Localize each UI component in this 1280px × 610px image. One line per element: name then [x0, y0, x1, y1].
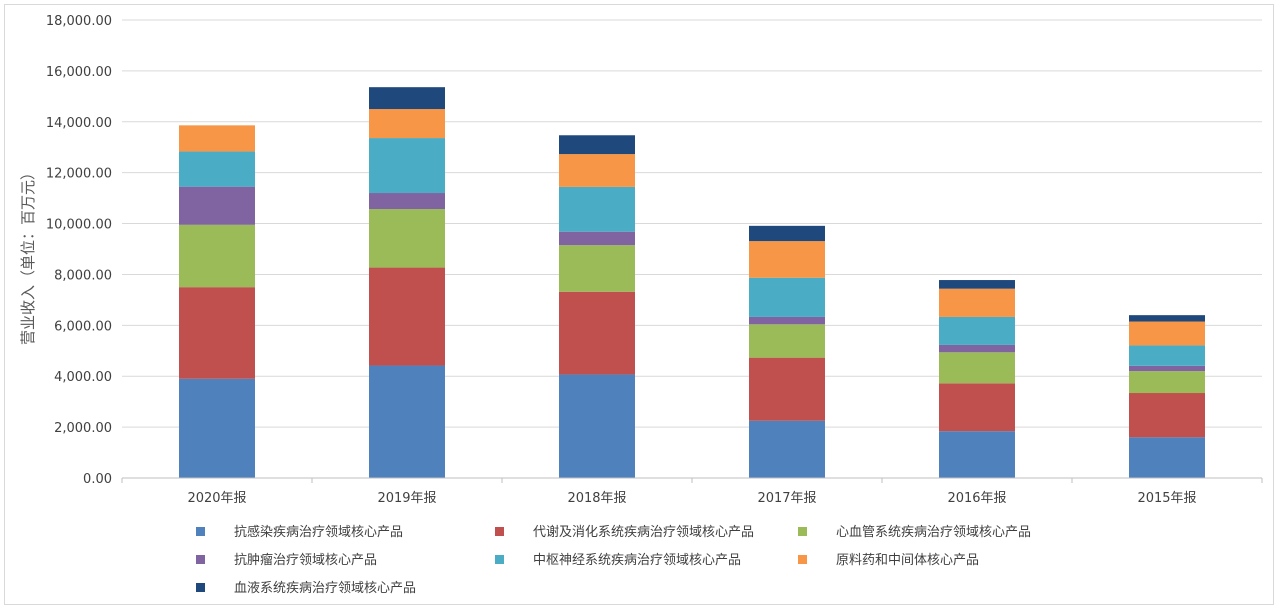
x-tick-label: 2016年报	[947, 491, 1006, 506]
bars	[179, 87, 1205, 478]
bar-segment	[939, 280, 1015, 289]
y-tick-label: 16,000.00	[46, 65, 112, 80]
legend-swatch	[495, 527, 504, 536]
bar-segment	[749, 316, 825, 325]
bar-segment	[559, 186, 635, 232]
legend-label: 代谢及消化系统疾病治疗领域核心产品	[533, 524, 754, 540]
legend-label: 心血管系统疾病治疗领域核心产品	[836, 525, 1031, 540]
bar-segment	[179, 378, 255, 478]
bar-segment	[369, 365, 445, 478]
bar-segment	[749, 324, 825, 358]
legend-swatch	[196, 527, 205, 536]
bar-segment	[1129, 437, 1205, 478]
legend-label: 中枢神经系统疾病治疗领域核心产品	[533, 553, 741, 568]
bar-segment	[559, 245, 635, 292]
y-tick-label: 10,000.00	[46, 218, 112, 233]
legend-swatch	[798, 527, 807, 536]
bar-segment	[559, 374, 635, 478]
bar-segment	[369, 87, 445, 110]
legend-swatch	[798, 555, 807, 564]
x-tick-label: 2018年报	[567, 491, 626, 506]
bar-segment	[1129, 321, 1205, 346]
bar-segment	[749, 357, 825, 421]
legend-label: 抗肿瘤治疗领域核心产品	[234, 552, 377, 568]
bar-segment	[179, 125, 255, 152]
y-tick-label: 6,000.00	[54, 319, 112, 334]
stacked-bar-chart: 0.00 2,000.00 4,000.00 6,000.00 8,000.00 10,0…	[19, 14, 1263, 596]
legend: 抗感染疾病治疗领域核心产品 代谢及消化系统疾病治疗领域核心产品 心血管系统疾病治疗领…	[196, 524, 1031, 596]
legend-swatch	[196, 555, 205, 564]
bar-segment	[939, 352, 1015, 384]
bar-segment	[559, 231, 635, 246]
bar-segment	[179, 151, 255, 187]
legend-swatch	[196, 583, 205, 592]
y-axis-title: 营业收入（单位：百万元）	[19, 165, 37, 345]
bar-segment	[939, 431, 1015, 478]
x-tick-label: 2017年报	[757, 491, 816, 506]
bar-segment	[369, 209, 445, 268]
bar-segment	[1129, 315, 1205, 322]
bar-segment	[939, 288, 1015, 317]
bar-segment	[749, 277, 825, 317]
bar-segment	[369, 109, 445, 139]
bar-segment	[939, 344, 1015, 353]
bar-segment	[369, 193, 445, 210]
y-tick-label: 14,000.00	[46, 116, 112, 131]
bar-segment	[939, 316, 1015, 345]
bar-segment	[559, 291, 635, 375]
bar-segment	[559, 154, 635, 187]
bar-segment	[179, 186, 255, 225]
legend-swatch	[495, 555, 504, 564]
bar-segment	[1129, 365, 1205, 372]
bar-segment	[939, 383, 1015, 432]
legend-label: 抗感染疾病治疗领域核心产品	[234, 524, 403, 540]
legend-label: 血液系统疾病治疗领域核心产品	[234, 581, 416, 596]
y-tick-label: 18,000.00	[46, 14, 112, 29]
bar-segment	[369, 267, 445, 366]
bar-segment	[1129, 371, 1205, 394]
bar-segment	[1129, 345, 1205, 366]
legend-label: 原料药和中间体核心产品	[836, 553, 979, 568]
y-tick-label: 0.00	[83, 472, 112, 487]
y-tick-label: 12,000.00	[46, 167, 112, 182]
bar-segment	[179, 224, 255, 288]
bar-segment	[749, 225, 825, 242]
bar-segment	[1129, 393, 1205, 438]
bar-segment	[559, 135, 635, 155]
chart-frame: 0.00 2,000.00 4,000.00 6,000.00 8,000.00 10,0…	[4, 4, 1274, 605]
axes: 0.00 2,000.00 4,000.00 6,000.00 8,000.00 10,0…	[46, 14, 1263, 506]
bar-segment	[749, 420, 825, 478]
bar-segment	[749, 241, 825, 278]
x-tick-label: 2019年报	[377, 491, 436, 506]
gridlines	[122, 19, 1262, 428]
y-tick-label: 4,000.00	[54, 370, 112, 385]
y-tick-label: 8,000.00	[54, 268, 112, 283]
x-tick-label: 2015年报	[1137, 491, 1196, 506]
bar-segment	[179, 287, 255, 379]
y-tick-label: 2,000.00	[54, 421, 112, 436]
x-tick-label: 2020年报	[187, 491, 246, 506]
bar-segment	[369, 138, 445, 194]
